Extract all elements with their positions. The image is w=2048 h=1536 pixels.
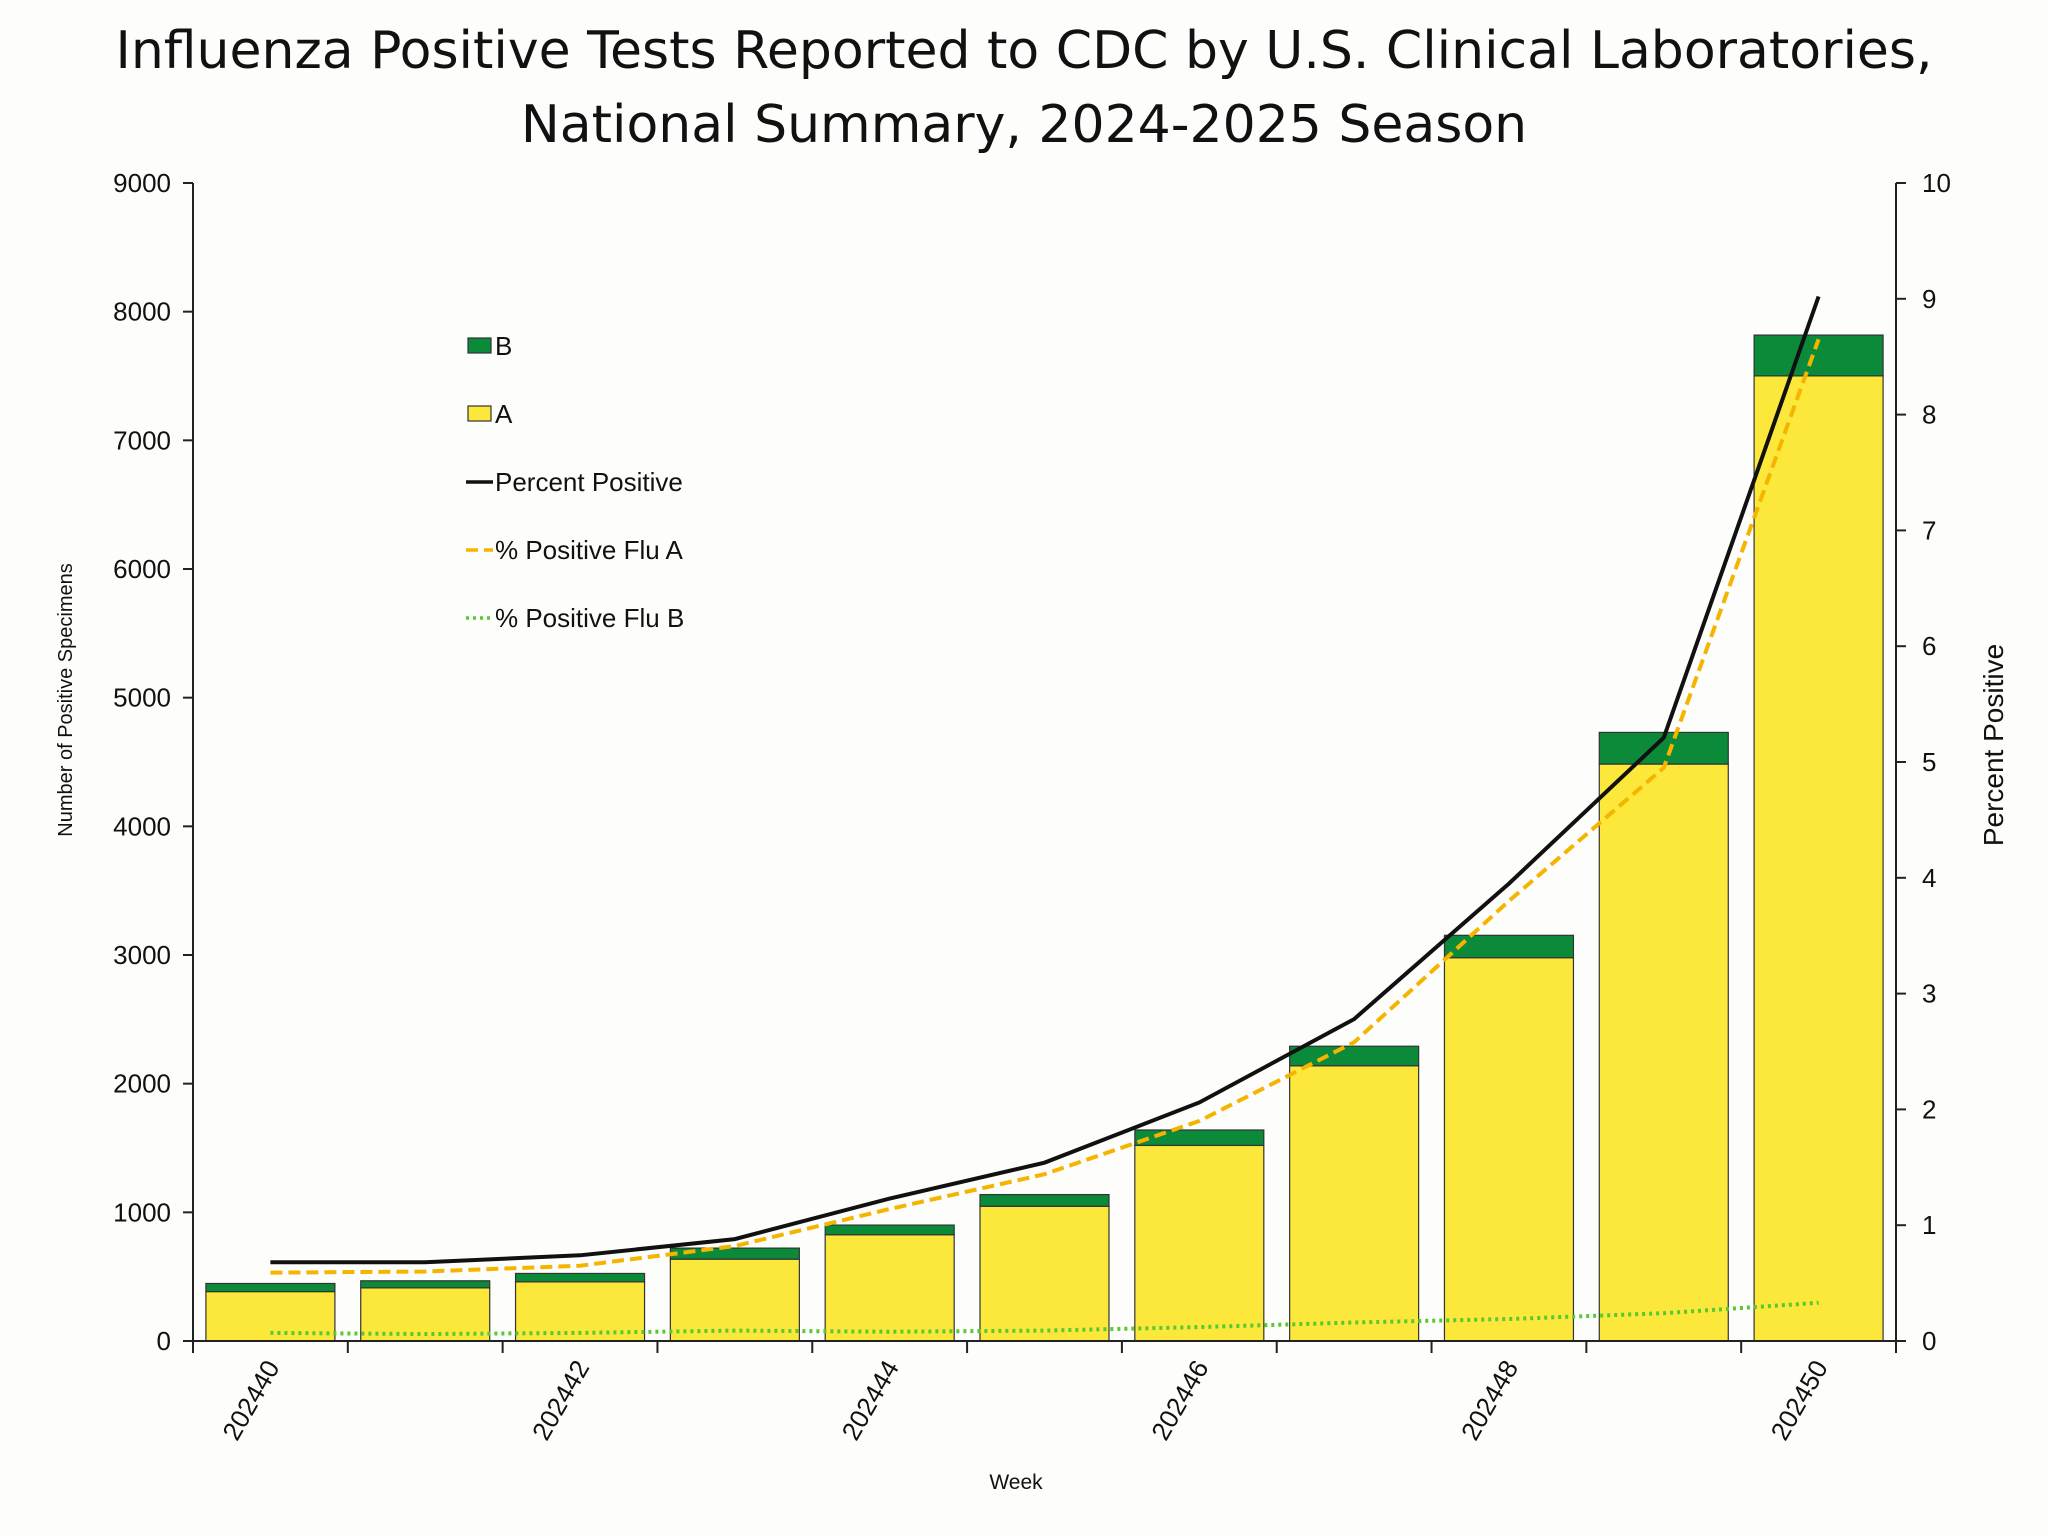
bar-b-202444 bbox=[824, 1224, 955, 1236]
y-tick-label: 9000 bbox=[113, 168, 171, 198]
chart-title: Influenza Positive Tests Reported to CDC… bbox=[0, 14, 2048, 162]
line-positive-flu-b bbox=[270, 1300, 1819, 1337]
y2-tick-label: 0 bbox=[1922, 1326, 1936, 1356]
y2-tick-label: 7 bbox=[1922, 515, 1936, 545]
y-tick-label: 7000 bbox=[113, 425, 171, 455]
legend: B A Percent Positive % Positive Flu A % Posi… bbox=[466, 331, 684, 633]
y-tick-label: 4000 bbox=[113, 811, 171, 841]
bar-b-202441 bbox=[360, 1280, 491, 1289]
y-tick-label: 1000 bbox=[113, 1197, 171, 1227]
legend-swatch-b bbox=[467, 337, 492, 354]
y2-tick-label: 5 bbox=[1922, 747, 1936, 777]
x-axis-label: Week bbox=[989, 1471, 1043, 1494]
y2-tick-label: 6 bbox=[1922, 631, 1936, 661]
bar-a-202445 bbox=[979, 1205, 1110, 1342]
y2-axis-label: Percent Positive bbox=[1978, 644, 2009, 846]
legend-label: % Positive Flu B bbox=[495, 603, 684, 633]
y-tick-label: 6000 bbox=[113, 554, 171, 584]
y-axis-label: Number of Positive Specimens bbox=[55, 563, 77, 836]
y2-tick-label: 8 bbox=[1922, 400, 1936, 430]
bar-a-202449 bbox=[1598, 763, 1729, 1342]
y2-tick-label: 9 bbox=[1922, 284, 1936, 314]
y-tick-label: 0 bbox=[157, 1326, 171, 1356]
x-tick-label: 202442 bbox=[526, 1355, 595, 1445]
y2-tick-label: 10 bbox=[1922, 168, 1951, 198]
x-tick-label: 202440 bbox=[216, 1355, 285, 1445]
bar-a-202447 bbox=[1289, 1065, 1420, 1342]
y-tick-label: 3000 bbox=[113, 940, 171, 970]
y-tick-label: 8000 bbox=[113, 297, 171, 327]
legend-label: Percent Positive bbox=[495, 467, 683, 497]
x-tick-label: 202450 bbox=[1764, 1355, 1833, 1445]
bar-a-202446 bbox=[1134, 1144, 1265, 1342]
chart-title-line-1: Influenza Positive Tests Reported to CDC… bbox=[115, 21, 1933, 81]
lines-layer bbox=[270, 295, 1821, 1337]
chart-title-line-2: National Summary, 2024-2025 Season bbox=[520, 95, 1528, 155]
x-tick-label: 202448 bbox=[1455, 1355, 1524, 1445]
y-tick-label: 2000 bbox=[113, 1069, 171, 1099]
legend-label: A bbox=[495, 399, 513, 429]
y2-tick-label: 2 bbox=[1922, 1094, 1936, 1124]
legend-label: % Positive Flu A bbox=[495, 535, 684, 565]
y2-tick-label: 4 bbox=[1922, 863, 1936, 893]
y2-tick-label: 3 bbox=[1922, 979, 1936, 1009]
x-tick-label: 202444 bbox=[836, 1355, 905, 1445]
bar-b-202447 bbox=[1289, 1045, 1420, 1067]
bar-b-202446 bbox=[1134, 1129, 1265, 1147]
bar-b-202448 bbox=[1443, 934, 1575, 959]
bar-a-202444 bbox=[824, 1234, 955, 1342]
x-tick-label: 202446 bbox=[1145, 1355, 1214, 1445]
bar-b-202442 bbox=[514, 1272, 646, 1283]
legend-label: B bbox=[495, 331, 512, 361]
y-tick-label: 5000 bbox=[113, 683, 171, 713]
bar-b-202445 bbox=[979, 1193, 1110, 1207]
bars-layer bbox=[205, 334, 1884, 1342]
line-percent-positive bbox=[270, 295, 1821, 1265]
bar-b-202440 bbox=[205, 1282, 336, 1293]
bar-a-202450 bbox=[1753, 375, 1884, 1342]
legend-swatch-a bbox=[467, 405, 492, 422]
bar-a-202448 bbox=[1443, 957, 1575, 1342]
y2-tick-label: 1 bbox=[1922, 1210, 1936, 1240]
